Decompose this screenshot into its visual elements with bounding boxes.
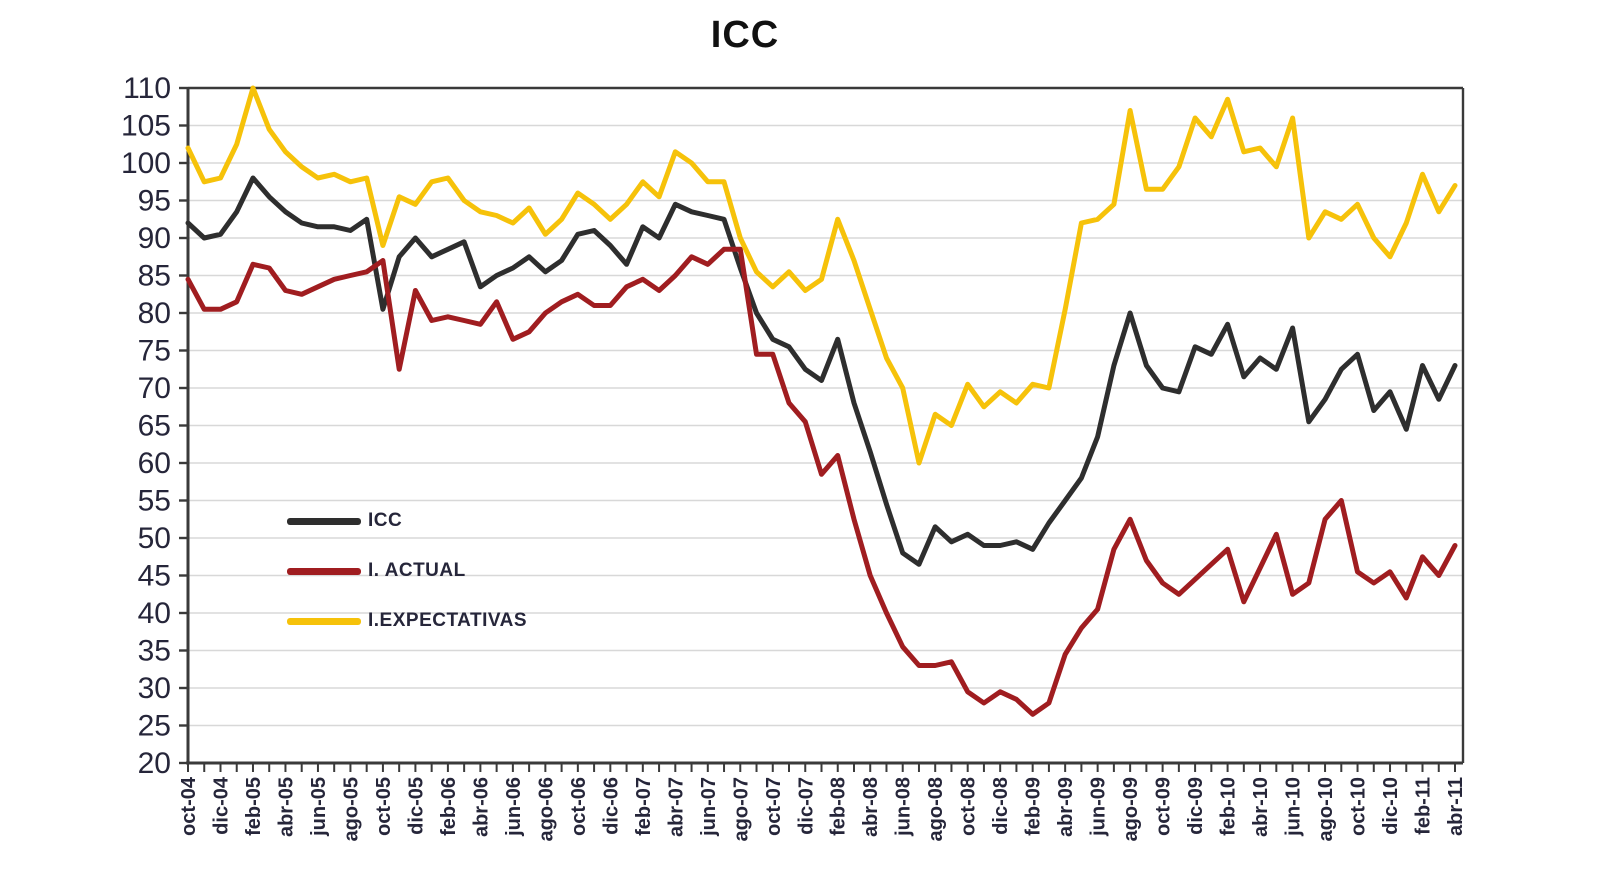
svg-text:oct-05: oct-05 — [373, 777, 395, 836]
svg-text:ago-09: ago-09 — [1120, 777, 1142, 841]
svg-text:jun-08: jun-08 — [893, 777, 915, 837]
legend-item-actual: I. ACTUAL — [287, 546, 527, 596]
svg-text:50: 50 — [138, 522, 171, 555]
svg-text:dic-05: dic-05 — [405, 777, 427, 835]
svg-text:dic-06: dic-06 — [600, 777, 622, 835]
legend-swatch-icc — [287, 517, 361, 525]
legend-label-icc: ICC — [368, 510, 403, 531]
svg-text:oct-10: oct-10 — [1348, 777, 1370, 836]
svg-text:85: 85 — [138, 260, 171, 293]
svg-text:oct-07: oct-07 — [763, 777, 785, 836]
svg-text:ago-06: ago-06 — [535, 777, 557, 841]
svg-text:oct-06: oct-06 — [568, 777, 590, 836]
svg-text:70: 70 — [138, 372, 171, 405]
svg-text:dic-04: dic-04 — [210, 776, 232, 835]
svg-text:dic-07: dic-07 — [795, 777, 817, 835]
svg-text:feb-11: feb-11 — [1413, 777, 1435, 835]
svg-text:feb-07: feb-07 — [633, 777, 655, 836]
svg-text:feb-05: feb-05 — [243, 777, 265, 836]
svg-text:95: 95 — [138, 185, 171, 218]
svg-text:40: 40 — [138, 597, 171, 630]
svg-text:100: 100 — [121, 147, 171, 180]
svg-text:ago-08: ago-08 — [925, 777, 947, 841]
svg-text:75: 75 — [138, 335, 171, 368]
svg-text:feb-10: feb-10 — [1218, 777, 1240, 836]
svg-text:ago-07: ago-07 — [730, 777, 752, 841]
svg-text:25: 25 — [138, 710, 171, 743]
svg-text:abr-10: abr-10 — [1250, 777, 1272, 837]
svg-text:feb-06: feb-06 — [438, 777, 460, 836]
chart-title: ICC — [710, 14, 780, 56]
svg-text:ago-05: ago-05 — [340, 777, 362, 841]
svg-text:65: 65 — [138, 410, 171, 443]
legend-swatch-expectativas — [287, 617, 361, 625]
svg-text:55: 55 — [138, 485, 171, 518]
svg-text:30: 30 — [138, 672, 171, 705]
svg-text:35: 35 — [138, 635, 171, 668]
legend-item-expectativas: I.EXPECTATIVAS — [287, 596, 527, 646]
legend-item-icc: ICC — [287, 496, 527, 546]
svg-text:oct-04: oct-04 — [178, 776, 200, 836]
svg-text:dic-09: dic-09 — [1185, 777, 1207, 835]
svg-text:feb-09: feb-09 — [1023, 777, 1045, 836]
svg-text:abr-11: abr-11 — [1445, 777, 1467, 836]
svg-text:abr-08: abr-08 — [860, 777, 882, 837]
svg-text:jun-10: jun-10 — [1283, 777, 1305, 837]
svg-text:oct-08: oct-08 — [958, 777, 980, 836]
svg-text:abr-09: abr-09 — [1055, 777, 1077, 837]
legend-label-actual: I. ACTUAL — [368, 560, 466, 581]
svg-text:110: 110 — [123, 72, 171, 105]
svg-text:45: 45 — [138, 560, 171, 593]
svg-text:feb-08: feb-08 — [828, 777, 850, 836]
legend-label-expectativas: I.EXPECTATIVAS — [368, 610, 528, 631]
svg-text:jun-07: jun-07 — [698, 777, 720, 837]
svg-text:90: 90 — [138, 222, 171, 255]
svg-text:105: 105 — [121, 110, 171, 143]
svg-text:abr-05: abr-05 — [275, 777, 297, 837]
svg-text:80: 80 — [138, 297, 171, 330]
legend-swatch-actual — [287, 567, 361, 575]
svg-text:jun-05: jun-05 — [308, 777, 330, 837]
svg-text:jun-09: jun-09 — [1088, 777, 1110, 837]
svg-text:jun-06: jun-06 — [503, 777, 525, 837]
svg-text:abr-07: abr-07 — [665, 777, 687, 837]
svg-text:abr-06: abr-06 — [470, 777, 492, 837]
svg-text:20: 20 — [138, 747, 171, 780]
svg-text:60: 60 — [138, 447, 171, 480]
svg-text:ago-10: ago-10 — [1315, 777, 1337, 841]
chart-legend: ICC I. ACTUAL I.EXPECTATIVAS — [287, 496, 527, 646]
svg-text:dic-08: dic-08 — [990, 777, 1012, 835]
svg-text:oct-09: oct-09 — [1153, 777, 1175, 836]
svg-text:dic-10: dic-10 — [1380, 777, 1402, 835]
